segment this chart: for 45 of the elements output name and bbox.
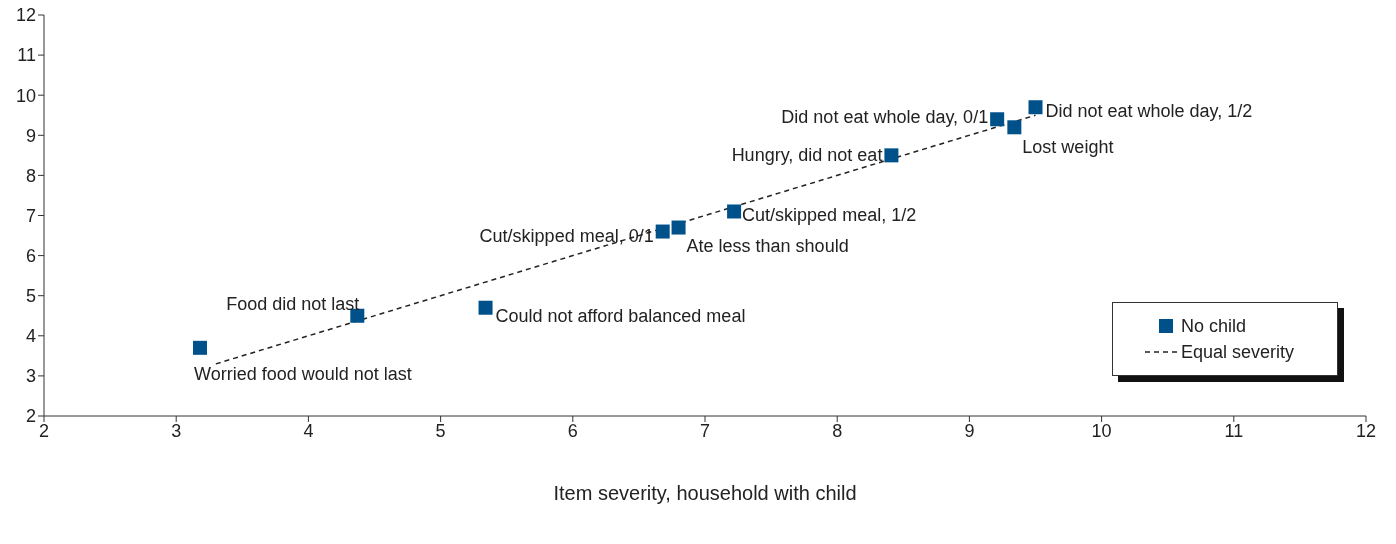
annotation: Could not afford balanced meal (495, 305, 746, 326)
x-tick-label: 2 (38, 420, 50, 441)
y-tick-label: 11 (17, 45, 36, 66)
x-tick-label: 8 (832, 420, 843, 441)
y-tick-label: 6 (25, 245, 36, 266)
annotation: Lost weight (1022, 137, 1114, 158)
x-axis-title: Item severity, household with child (553, 482, 857, 505)
annotation: Cut/skipped meal, 0/1 (479, 225, 654, 246)
x-tick-label: 4 (303, 420, 314, 441)
y-tick-label: 12 (15, 5, 36, 26)
y-tick-label: 2 (25, 406, 36, 427)
point (350, 308, 365, 323)
annotation: Did not eat whole day, 1/2 (1045, 101, 1253, 122)
y-tick-label: 10 (15, 85, 36, 106)
y-tick-label: 4 (25, 326, 36, 347)
point (990, 112, 1005, 127)
x-tick-label: 9 (964, 420, 975, 441)
annotation: Hungry, did not eat (731, 145, 883, 166)
y-tick-label: 5 (25, 286, 36, 307)
annotation: Worried food would not last (194, 363, 412, 384)
annotation: Food did not last (226, 293, 360, 314)
point (193, 340, 207, 355)
legend-label: No child (1181, 315, 1247, 337)
x-tick-label: 7 (699, 420, 711, 441)
y-tick-label: 9 (25, 125, 36, 146)
y-tick-label: 7 (25, 205, 36, 226)
point (478, 300, 493, 315)
point (655, 224, 670, 239)
legend-label: Equal severity (1181, 341, 1295, 363)
point (671, 220, 686, 235)
annotation: Ate less than should (686, 235, 849, 256)
point (884, 148, 899, 163)
x-tick-label: 3 (171, 420, 182, 441)
x-tick-label: 11 (1224, 420, 1244, 441)
x-tick-label: 6 (567, 420, 578, 441)
point (727, 204, 742, 219)
annotation: Did not eat whole day, 0/1 (781, 107, 989, 128)
point (1028, 100, 1043, 115)
x-tick-label: 12 (1355, 420, 1377, 441)
annotation: Cut/skipped meal, 1/2 (742, 205, 917, 226)
y-tick-label: 3 (25, 366, 36, 387)
y-tick-label: 8 (25, 165, 36, 186)
x-tick-label: 5 (435, 420, 446, 441)
point (1007, 120, 1022, 135)
x-tick-label: 10 (1091, 420, 1112, 441)
